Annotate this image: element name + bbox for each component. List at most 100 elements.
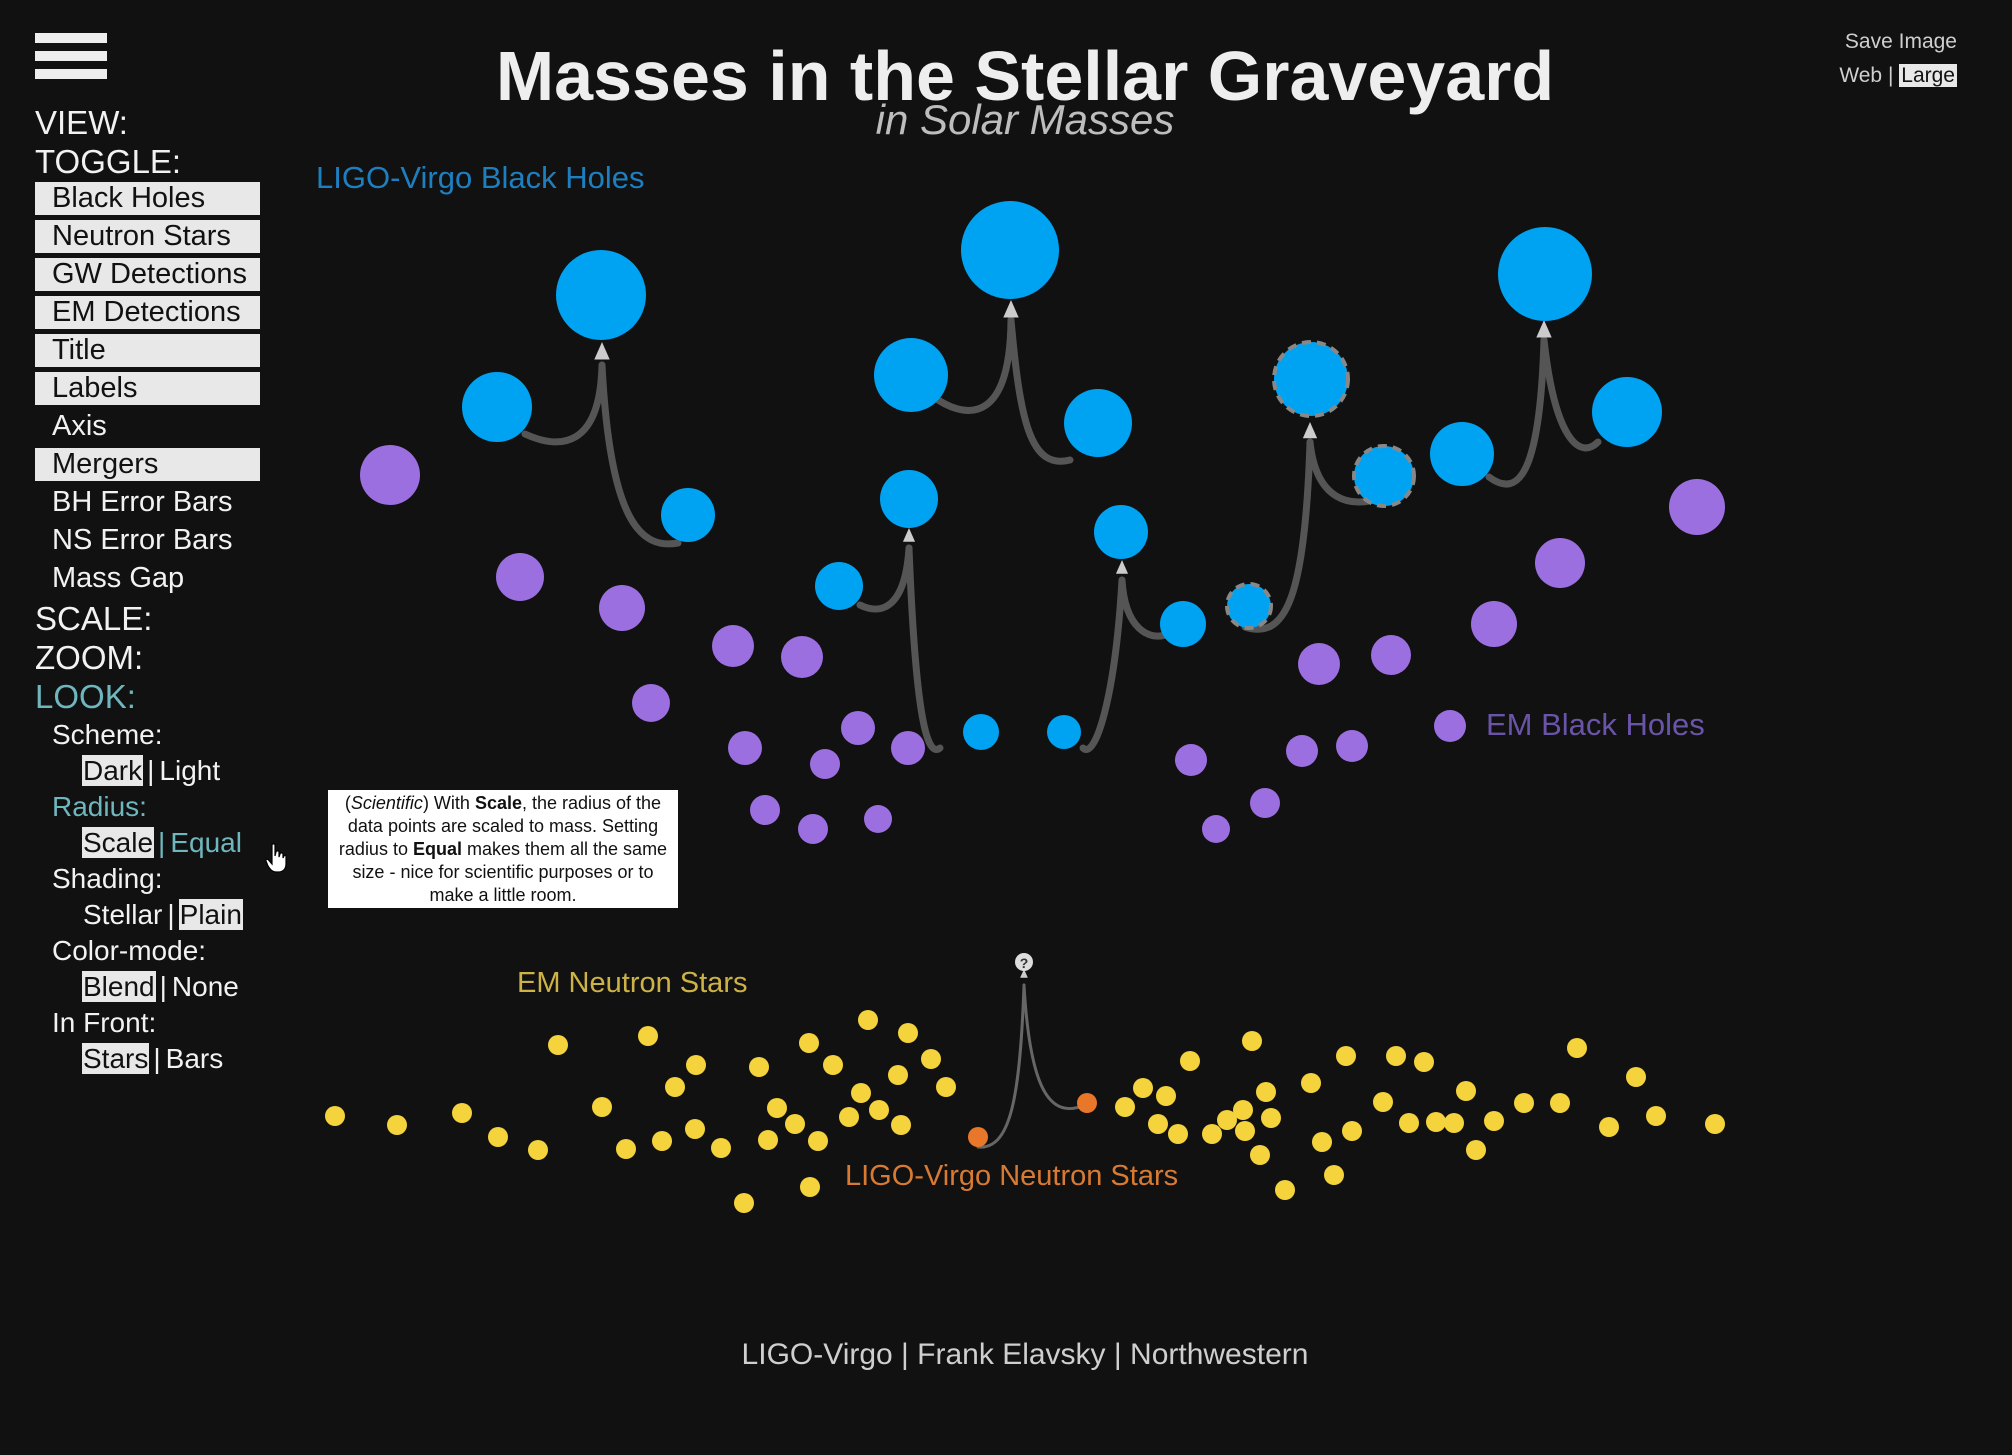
toggle-mergers[interactable]: Mergers [35,448,260,481]
em-neutron-star-point[interactable] [685,1119,705,1139]
in-front-bars-option[interactable]: Bars [165,1043,224,1074]
scale-section[interactable]: SCALE: [35,600,153,637]
em-neutron-star-point[interactable] [1250,1145,1270,1165]
em-black-hole-point[interactable] [841,711,875,745]
em-black-hole-point[interactable] [1175,744,1207,776]
em-neutron-star-point[interactable] [858,1010,878,1030]
em-neutron-star-point[interactable] [1202,1124,1222,1144]
em-black-hole-point[interactable] [599,585,645,631]
em-black-hole-point[interactable] [496,553,544,601]
em-neutron-star-point[interactable] [711,1138,731,1158]
scheme-light-option[interactable]: Light [159,755,221,786]
em-neutron-star-point[interactable] [1386,1046,1406,1066]
em-neutron-star-point[interactable] [1342,1121,1362,1141]
toggle-title[interactable]: Title [35,334,260,367]
em-neutron-star-point[interactable] [1217,1110,1237,1130]
em-neutron-star-point[interactable] [785,1114,805,1134]
ligo-neutron-star-point[interactable] [1077,1093,1097,1113]
em-black-hole-point[interactable] [1250,788,1280,818]
em-black-hole-point[interactable] [728,731,762,765]
ligo-black-hole-point[interactable] [880,470,938,528]
em-neutron-star-point[interactable] [1256,1082,1276,1102]
em-neutron-star-point[interactable] [1180,1051,1200,1071]
em-neutron-star-point[interactable] [808,1131,828,1151]
em-neutron-star-point[interactable] [891,1115,911,1135]
em-neutron-star-point[interactable] [548,1035,568,1055]
em-neutron-star-point[interactable] [1148,1114,1168,1134]
ligo-black-hole-point[interactable] [462,372,532,442]
em-neutron-star-point[interactable] [1444,1113,1464,1133]
em-black-hole-point[interactable] [798,814,828,844]
em-neutron-star-point[interactable] [851,1083,871,1103]
em-neutron-star-point[interactable] [767,1098,787,1118]
color-mode-none-option[interactable]: None [171,971,239,1002]
em-black-hole-point[interactable] [1286,735,1318,767]
em-neutron-star-point[interactable] [1456,1081,1476,1101]
em-neutron-star-point[interactable] [839,1107,859,1127]
em-black-hole-point[interactable] [1298,643,1340,685]
toggle-gw-detections[interactable]: GW Detections [35,258,260,291]
em-neutron-star-point[interactable] [1567,1038,1587,1058]
em-neutron-star-point[interactable] [452,1103,472,1123]
em-black-hole-point[interactable] [1669,479,1725,535]
em-neutron-star-point[interactable] [1235,1121,1255,1141]
unknown-remnant-marker[interactable] [1015,953,1033,971]
em-neutron-star-point[interactable] [1414,1052,1434,1072]
em-neutron-star-point[interactable] [1373,1092,1393,1112]
em-neutron-star-point[interactable] [1275,1180,1295,1200]
em-neutron-star-point[interactable] [325,1106,345,1126]
em-neutron-star-point[interactable] [1168,1124,1188,1144]
em-neutron-star-point[interactable] [616,1139,636,1159]
em-neutron-star-point[interactable] [652,1131,672,1151]
ligo-black-hole-point[interactable] [1352,444,1416,508]
em-neutron-star-point[interactable] [387,1115,407,1135]
toggle-mass-gap[interactable]: Mass Gap [52,562,185,594]
em-neutron-star-point[interactable] [823,1055,843,1075]
em-neutron-star-point[interactable] [1233,1100,1253,1120]
em-neutron-star-point[interactable] [936,1077,956,1097]
ligo-black-hole-point[interactable] [1430,422,1494,486]
em-neutron-star-point[interactable] [1261,1108,1281,1128]
em-black-hole-point[interactable] [864,805,892,833]
ligo-black-hole-point[interactable] [1272,340,1350,418]
look-section[interactable]: LOOK: [35,678,136,715]
em-neutron-star-point[interactable] [1115,1097,1135,1117]
em-black-hole-point[interactable] [750,795,780,825]
em-neutron-star-point[interactable] [921,1049,941,1069]
em-neutron-star-point[interactable] [888,1065,908,1085]
ligo-black-hole-point[interactable] [1064,389,1132,457]
ligo-black-hole-point[interactable] [1094,505,1148,559]
ligo-black-hole-point[interactable] [963,714,999,750]
ligo-black-hole-point[interactable] [1498,227,1592,321]
shading-stellar-option[interactable]: Stellar [83,899,163,930]
em-neutron-star-point[interactable] [734,1193,754,1213]
em-neutron-star-point[interactable] [1301,1073,1321,1093]
em-neutron-star-point[interactable] [1599,1117,1619,1137]
em-neutron-star-point[interactable] [869,1100,889,1120]
save-large-option[interactable]: Large [1899,64,1957,87]
em-neutron-star-point[interactable] [1705,1114,1725,1134]
em-black-hole-point[interactable] [1336,730,1368,762]
ligo-neutron-star-point[interactable] [968,1127,988,1147]
color-mode-blend-option[interactable]: Blend [82,971,156,1002]
em-neutron-star-point[interactable] [1484,1111,1504,1131]
em-black-hole-point[interactable] [810,749,840,779]
em-neutron-star-point[interactable] [1156,1086,1176,1106]
em-neutron-star-point[interactable] [749,1057,769,1077]
em-neutron-star-point[interactable] [898,1023,918,1043]
toggle-axis[interactable]: Axis [52,410,107,442]
toggle-section[interactable]: TOGGLE: [35,143,182,180]
ligo-black-hole-point[interactable] [961,201,1059,299]
em-neutron-star-point[interactable] [1550,1093,1570,1113]
ligo-black-hole-point[interactable] [1047,715,1081,749]
in-front-stars-option[interactable]: Stars [82,1043,150,1074]
em-black-hole-point[interactable] [781,636,823,678]
toggle-bh-error-bars[interactable]: BH Error Bars [52,486,233,518]
em-neutron-star-point[interactable] [1336,1046,1356,1066]
em-neutron-star-point[interactable] [592,1097,612,1117]
toggle-labels[interactable]: Labels [35,372,260,405]
ligo-black-hole-point[interactable] [874,338,948,412]
em-neutron-star-point[interactable] [638,1026,658,1046]
em-black-hole-point[interactable] [1535,538,1585,588]
em-black-hole-point[interactable] [1202,815,1230,843]
